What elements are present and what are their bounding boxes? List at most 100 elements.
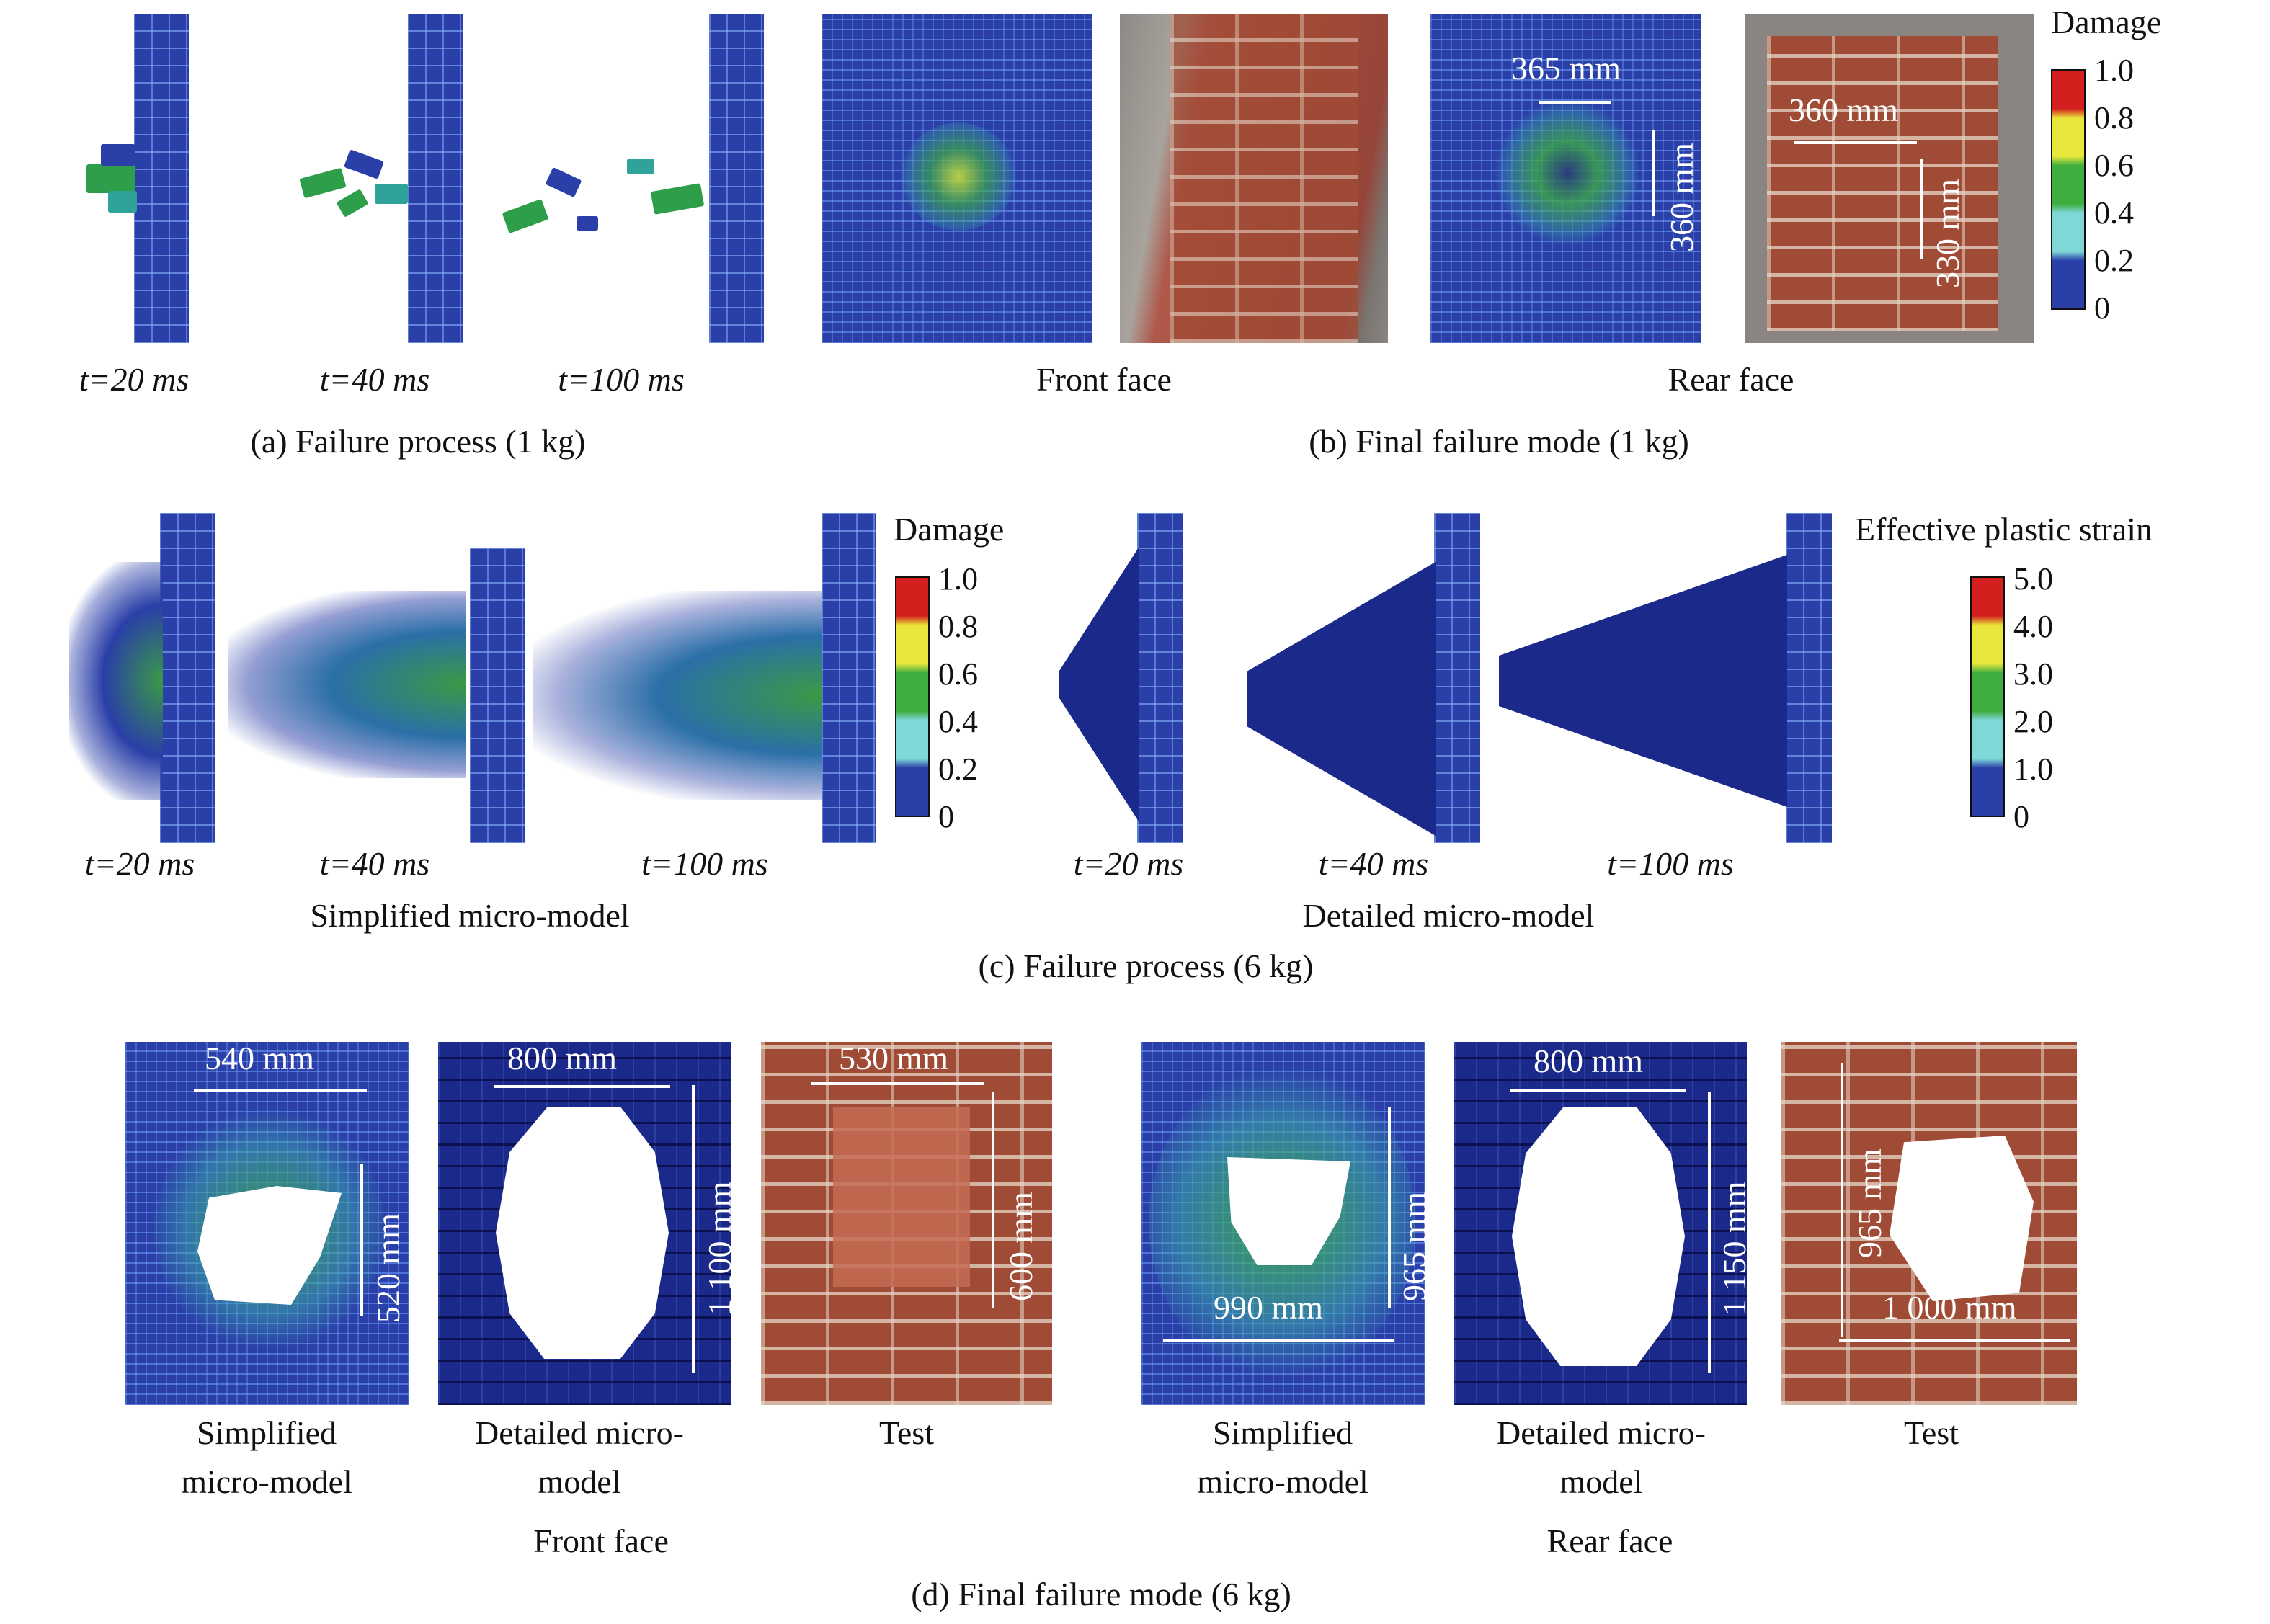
front-test-label: Test [879,1414,934,1451]
rear-test-photo: 965 mm 1 000 mm [1781,1042,2077,1405]
dim-360-b: 360 mm [1789,92,1899,128]
dim-line [1708,1092,1711,1373]
brick-wall [1170,14,1358,343]
rear-simplified-label-2: micro-model [1197,1463,1368,1500]
front-face-photo [1120,14,1388,343]
breach-hole [1890,1136,2034,1301]
rear-face-group-label: Rear face [1546,1522,1673,1559]
detailed-time-t20: t=20 ms [1073,845,1184,882]
rear-simplified-label-1: Simplified [1212,1414,1353,1451]
rear-face-label: Rear face [1668,361,1794,398]
debris [627,159,654,174]
debris [86,164,135,193]
simplified-wall-t100 [822,513,876,843]
dim-965-a: 965 mm [1396,1191,1425,1301]
damage-zone [901,122,1016,231]
dim-1000: 1 000 mm [1882,1289,2017,1326]
damage-colorbar [2051,69,2086,310]
breach-hole [1512,1107,1685,1366]
rear-face-model: 365 mm 360 mm [1430,14,1701,343]
dim-800-r: 800 mm [1534,1043,1644,1079]
rear-detailed-label-1: Detailed micro- [1497,1414,1706,1451]
debris [577,216,598,231]
caption-c: (c) Failure process (6 kg) [978,947,1314,984]
front-detailed-model: 800 mm 1 100 mm [438,1042,731,1405]
legend-tick: 0.4 [938,704,978,739]
dim-365: 365 mm [1511,50,1621,86]
legend-title-damage: Damage [2051,4,2162,40]
debris-cloud [228,591,466,778]
time-label-t100: t=100 ms [558,361,685,398]
debris [502,198,549,234]
detailed-wall-t100 [1786,513,1832,843]
rear-face-photo: 360 mm 330 mm [1745,14,2034,343]
caption-d: (d) Final failure mode (6 kg) [911,1576,1291,1612]
strain-colorbar [1970,576,2005,817]
dim-line-365 [1539,101,1611,104]
legend-tick: 0.8 [2094,100,2134,135]
legend-tick: 0 [938,799,954,834]
debris [650,183,705,215]
caption-a: (a) Failure process (1 kg) [250,423,586,460]
detailed-wall-t40 [1434,513,1480,843]
legend-tick: 0 [2013,799,2029,834]
time-label-t40: t=40 ms [319,361,430,398]
legend-tick: 3.0 [2013,656,2053,692]
front-detailed-label-1: Detailed micro- [475,1414,684,1451]
detailed-time-t40: t=40 ms [1318,845,1429,882]
simplified-time-t40: t=40 ms [319,845,430,882]
front-face-model [822,14,1092,343]
debris-cone [1059,548,1139,821]
dim-line-360b [1794,141,1917,144]
legend-tick: 4.0 [2013,609,2053,644]
legend-tick: 0.6 [938,656,978,692]
detailed-time-t100: t=100 ms [1607,845,1734,882]
legend-tick: 1.0 [2094,53,2134,88]
detailed-model-label: Detailed micro-model [1302,897,1595,934]
debris [375,184,408,204]
debris [344,149,384,179]
debris [545,166,582,198]
dim-line [1839,1339,2070,1342]
dim-line [194,1089,367,1092]
legend-tick: 0.4 [2094,195,2134,231]
rear-detailed-label-2: model [1559,1463,1643,1500]
legend-tick: 1.0 [2013,751,2053,787]
wall-model-t40 [408,14,463,343]
front-simplified-label-2: micro-model [181,1463,352,1500]
front-simplified-label-1: Simplified [196,1414,337,1451]
debris-cloud [533,591,822,800]
dim-line [1388,1107,1391,1308]
dim-line [494,1085,670,1088]
dim-600: 600 mm [1002,1191,1039,1301]
legend-tick: 1.0 [938,561,978,597]
dim-line [811,1082,984,1085]
dim-360-a: 360 mm [1663,142,1700,252]
damage-colorbar-c [895,576,930,817]
legend-tick: 0.8 [938,609,978,644]
front-simplified-model: 540 mm 520 mm [125,1042,409,1405]
rear-simplified-model: 965 mm 990 mm [1141,1042,1425,1405]
legend-tick: 0.2 [938,751,978,787]
damage-zone [1495,101,1639,245]
legend-title-strain: Effective plastic strain [1855,511,2153,548]
debris-cone [1247,562,1436,836]
dim-line [992,1092,994,1308]
breach-hole [496,1107,669,1359]
dim-330: 330 mm [1929,178,1966,288]
debris-cloud [69,562,163,800]
dim-line-360 [1652,130,1655,216]
breach-area [833,1107,970,1287]
legend-title-damage-c: Damage [894,511,1005,548]
front-detailed-label-2: model [538,1463,621,1500]
debris-cone [1499,555,1787,807]
dim-540: 540 mm [205,1042,315,1076]
legend-tick: 0 [2094,290,2110,326]
dim-1100: 1 100 mm [701,1181,731,1316]
dim-520: 520 mm [370,1213,406,1323]
simplified-time-t20: t=20 ms [84,845,195,882]
legend-tick: 0.6 [2094,148,2134,183]
rear-detailed-model: 800 mm 1 150 mm [1454,1042,1747,1405]
brick-wall [1767,36,1998,331]
dim-line [1510,1089,1686,1092]
